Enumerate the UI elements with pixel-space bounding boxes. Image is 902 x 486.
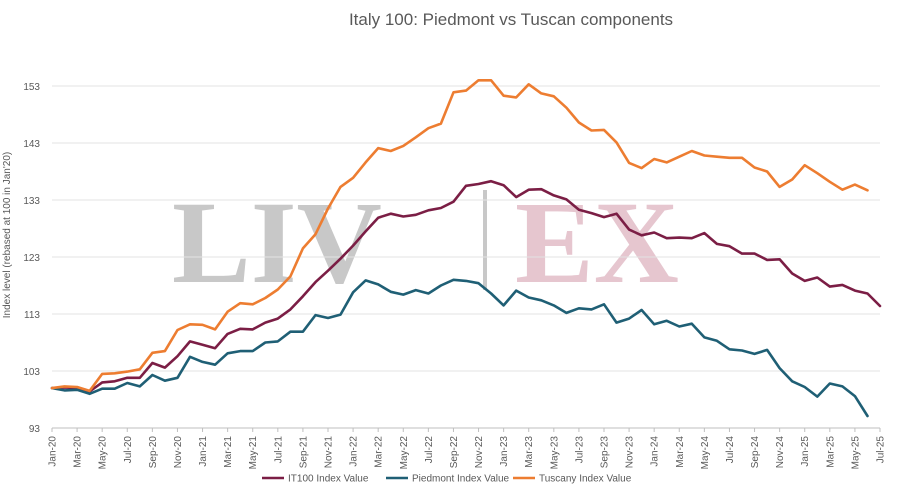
y-tick-label: 143 [23, 139, 40, 150]
x-tick-label: Jan-25 [800, 436, 811, 467]
x-tick-label: Mar-22 [374, 436, 385, 468]
watermark-ex: EX [515, 177, 679, 308]
x-tick-label: Sep-22 [449, 436, 460, 469]
x-tick-label: Mar-24 [675, 436, 686, 468]
series-line-1 [50, 179, 882, 393]
watermark-liv: LIV [172, 177, 382, 308]
x-tick-label: May-20 [98, 436, 109, 470]
y-tick-label: 123 [23, 253, 40, 264]
x-tick-label: May-21 [248, 436, 259, 470]
y-tick-label: 113 [24, 310, 40, 321]
x-tick-label: Jul-23 [574, 436, 585, 464]
x-axis: Jan-20 Mar-20 May-20 Jul-20 Sep-20 Nov-20 Jan-… [48, 427, 887, 470]
x-tick-label: Jan-22 [349, 436, 360, 467]
x-tick-label: May-25 [850, 436, 861, 470]
y-tick-label: 153 [23, 82, 40, 93]
y-tick-label: 103 [23, 367, 40, 378]
x-tick-label: Jul-24 [725, 436, 736, 464]
gridlines [52, 85, 880, 372]
x-tick-label: Jul-21 [273, 436, 284, 464]
chart-title: Italy 100: Piedmont vs Tuscan components [349, 10, 673, 29]
legend-label: Piedmont Index Value [412, 474, 510, 485]
x-tick-label: Nov-20 [173, 436, 184, 469]
x-tick-label: Nov-22 [474, 436, 485, 469]
x-tick-label: Mar-21 [223, 436, 234, 468]
x-tick-label: Sep-24 [750, 436, 761, 469]
x-tick-label: May-23 [549, 436, 560, 470]
x-tick-label: Sep-21 [298, 436, 309, 469]
series-line-2 [50, 278, 869, 418]
x-tick-label: Jul-20 [123, 436, 134, 464]
series-line-3 [50, 79, 869, 393]
x-tick-label: Jan-20 [48, 436, 59, 467]
x-tick-label: Nov-24 [775, 436, 786, 469]
x-tick-label: Jan-21 [198, 436, 209, 467]
legend-label: IT100 Index Value [288, 474, 369, 485]
series-lines [50, 79, 882, 418]
legend: IT100 Index Value Piedmont Index Value Tus… [262, 474, 632, 485]
y-tick-label: 133 [23, 196, 40, 207]
x-tick-label: Jan-23 [499, 436, 510, 467]
x-tick-label: Mar-23 [524, 436, 535, 468]
y-axis-ticks: 93 103 113 123 133 143 153 [23, 82, 40, 435]
watermark-logo: LIV EX [172, 177, 679, 308]
x-tick-label: Nov-21 [324, 436, 335, 469]
x-tick-label: Sep-20 [148, 436, 159, 469]
x-tick-label: Sep-23 [600, 436, 611, 469]
x-tick-label: Mar-25 [825, 436, 836, 468]
x-tick-label: Jan-24 [650, 436, 661, 467]
x-tick-label: May-22 [399, 436, 410, 470]
y-tick-label: 93 [29, 424, 41, 435]
y-axis-label: Index level (rebased at 100 in Jan'20) [2, 152, 13, 318]
x-tick-label: Jul-22 [424, 436, 435, 464]
x-tick-label: Jul-25 [876, 436, 887, 464]
x-tick-label: Mar-20 [73, 436, 84, 468]
legend-label: Tuscany Index Value [539, 474, 632, 485]
x-tick-label: Nov-23 [625, 436, 636, 469]
x-tick-label: May-24 [700, 436, 711, 470]
